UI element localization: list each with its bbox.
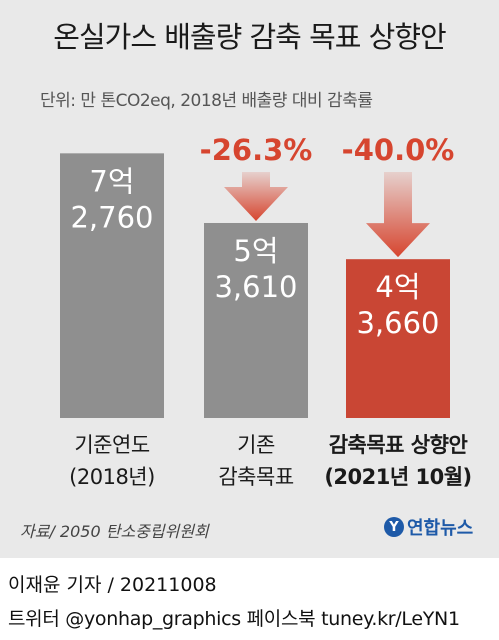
chart-title: 온실가스 배출량 감축 목표 상향안 — [53, 20, 446, 54]
social-links: 트위터 @yonhap_graphics 페이스북 tuney.kr/LeYN1 — [8, 608, 460, 630]
unit-note: 단위: 만 톤CO2eq, 2018년 배출량 대비 감축률 — [40, 91, 373, 111]
reduction-rate-label-1: -40.0% — [342, 133, 455, 167]
reduction-arrow-0 — [224, 172, 288, 221]
x-tick-label-0-line1: 기준연도 — [74, 433, 149, 457]
yonhap-logo-text: 연합뉴스 — [407, 518, 474, 539]
bar-value-label-1-unit: 5억 — [233, 234, 278, 268]
bar-value-label-0-unit: 7억 — [89, 164, 134, 198]
yonhap-logo: Y 연합뉴스 — [384, 514, 473, 540]
x-tick-label-2-line2: (2021년 10월) — [324, 465, 471, 489]
reduction-arrow-1 — [366, 172, 430, 258]
bar-value-label-2-value: 3,660 — [356, 306, 439, 340]
bar-1 — [204, 222, 308, 418]
bar-value-label-0-value: 2,760 — [70, 200, 153, 234]
bar-value-label-1-value: 3,610 — [214, 270, 297, 304]
bar-value-label-2-unit: 4억 — [375, 270, 420, 304]
x-tick-label-0-line2: (2018년) — [69, 465, 155, 489]
x-tick-label-2-line1: 감축목표 상향안 — [329, 433, 468, 457]
x-tick-label-1-line1: 기존 — [237, 433, 275, 457]
source-note: 자료/ 2050 탄소중립위원회 — [20, 522, 209, 541]
x-tick-label-1-line2: 감축목표 — [218, 465, 293, 489]
bar-0 — [60, 153, 164, 418]
yonhap-logo-icon: Y — [384, 517, 404, 537]
reduction-rate-label-0: -26.3% — [200, 133, 313, 167]
reporter-credit: 이재윤 기자 / 20211008 — [8, 574, 217, 596]
bar-2 — [346, 259, 450, 418]
